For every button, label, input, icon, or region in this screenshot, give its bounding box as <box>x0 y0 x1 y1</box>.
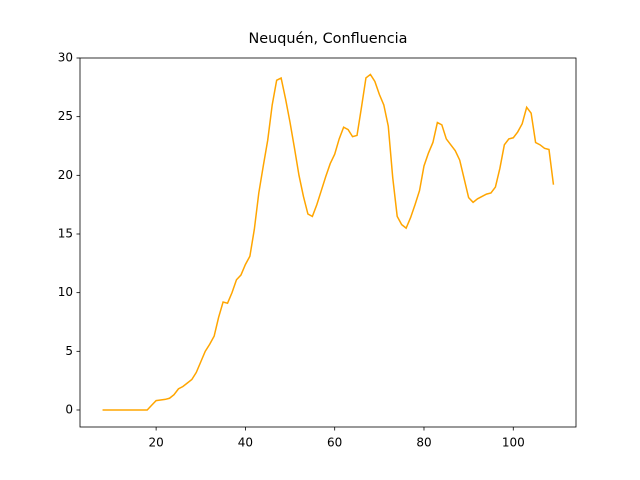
y-tick-label: 30 <box>58 51 73 65</box>
axes-frame <box>79 57 577 428</box>
x-tick-label: 60 <box>327 436 342 450</box>
x-tick-label: 20 <box>148 436 163 450</box>
x-tick-label: 40 <box>238 436 253 450</box>
chart-title: Neuquén, Confluencia <box>249 31 408 47</box>
y-tick-label: 25 <box>58 109 73 123</box>
y-tick-label: 5 <box>65 344 73 358</box>
data-line <box>102 73 555 411</box>
y-tick-label: 20 <box>58 168 73 182</box>
x-tick-label: 100 <box>502 436 525 450</box>
y-tick-label: 0 <box>65 402 73 416</box>
y-tick-label: 10 <box>58 285 73 299</box>
y-tick-label: 15 <box>58 226 73 240</box>
x-tick-label: 80 <box>416 436 431 450</box>
